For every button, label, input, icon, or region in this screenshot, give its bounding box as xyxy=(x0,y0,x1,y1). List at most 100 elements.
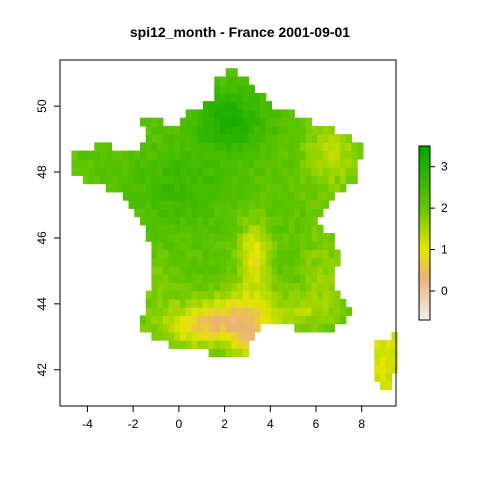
raster-cell xyxy=(254,265,261,275)
raster-cell xyxy=(191,117,198,127)
raster-cell xyxy=(265,150,273,160)
raster-cell xyxy=(248,216,255,226)
raster-cell xyxy=(145,191,153,201)
raster-cell xyxy=(220,224,227,234)
raster-cell xyxy=(128,200,135,209)
raster-cell xyxy=(294,142,301,152)
raster-cell xyxy=(208,265,215,275)
raster-cell xyxy=(214,282,221,292)
raster-cell xyxy=(168,323,175,333)
raster-cell xyxy=(231,109,238,119)
raster-cell xyxy=(208,191,215,201)
raster-cell xyxy=(168,307,175,316)
raster-cell xyxy=(311,298,318,308)
raster-cell xyxy=(282,257,290,267)
raster-cell xyxy=(231,348,238,358)
raster-cell xyxy=(265,125,273,135)
raster-cell xyxy=(351,167,358,176)
raster-cell xyxy=(162,290,170,300)
raster-cell xyxy=(225,257,233,267)
raster-cell xyxy=(265,109,273,119)
raster-cell xyxy=(117,183,124,193)
raster-cell xyxy=(162,191,170,201)
raster-cell xyxy=(168,183,175,193)
raster-cell xyxy=(317,249,324,259)
raster-cell xyxy=(282,307,290,316)
raster-cell xyxy=(180,307,187,316)
raster-cell xyxy=(294,233,301,242)
raster-cell xyxy=(271,298,278,308)
raster-cell xyxy=(157,290,164,300)
raster-cell xyxy=(254,175,261,185)
raster-cell xyxy=(322,257,330,267)
raster-cell xyxy=(254,307,261,316)
raster-cell xyxy=(231,224,238,234)
raster-cell xyxy=(197,282,204,292)
raster-cell xyxy=(271,183,278,193)
raster-cell xyxy=(231,76,238,86)
raster-cell xyxy=(157,282,164,292)
raster-cell xyxy=(248,274,255,284)
raster-cell xyxy=(208,125,215,135)
raster-cell xyxy=(191,298,198,308)
raster-cell xyxy=(214,249,221,259)
raster-cell xyxy=(151,323,158,333)
raster-cell xyxy=(260,298,267,308)
raster-cell xyxy=(260,175,267,185)
raster-cell xyxy=(162,158,170,168)
raster-cell xyxy=(242,167,250,176)
raster-cell xyxy=(374,373,381,382)
raster-cell xyxy=(162,265,170,275)
x-axis: -4 -2 0 2 4 6 8 xyxy=(82,406,365,431)
raster-cell xyxy=(305,216,313,226)
raster-cell xyxy=(237,117,244,127)
raster-cell xyxy=(168,224,175,234)
raster-cell xyxy=(294,323,301,333)
raster-cell xyxy=(111,175,118,185)
raster-cell xyxy=(248,92,255,102)
raster-cell xyxy=(294,257,301,267)
raster-cell xyxy=(237,175,244,185)
raster-cell xyxy=(151,216,158,226)
raster-cell xyxy=(162,200,170,209)
raster-cell xyxy=(260,224,267,234)
raster-cell xyxy=(145,158,153,168)
raster-cell xyxy=(294,216,301,226)
raster-cell xyxy=(242,92,250,102)
raster-cell xyxy=(317,125,324,135)
raster-cell xyxy=(242,200,250,209)
raster-cell xyxy=(151,233,158,242)
raster-cell xyxy=(328,298,335,308)
raster-cell xyxy=(231,101,238,111)
raster-cell xyxy=(311,150,318,160)
raster-cell xyxy=(174,208,181,218)
raster-cell xyxy=(311,175,318,185)
raster-cell xyxy=(151,134,158,143)
raster-cell xyxy=(214,158,221,168)
raster-cell xyxy=(282,142,290,152)
raster-cell xyxy=(185,257,193,267)
raster-cell xyxy=(162,233,170,242)
raster-cell xyxy=(140,208,147,218)
raster-cell xyxy=(185,142,193,152)
raster-cell xyxy=(208,109,215,119)
raster-cell xyxy=(225,282,233,292)
raster-cell xyxy=(231,158,238,168)
raster-cell xyxy=(225,109,233,119)
raster-cell xyxy=(180,224,187,234)
raster-cell xyxy=(294,183,301,193)
raster-cell xyxy=(117,167,124,176)
raster-cell xyxy=(185,158,193,168)
raster-cell xyxy=(265,298,273,308)
x-tick-label: 2 xyxy=(221,417,228,431)
raster-cell xyxy=(374,364,381,374)
raster-cell xyxy=(288,158,295,168)
raster-cell xyxy=(271,307,278,316)
raster-cell xyxy=(111,158,118,168)
raster-cell xyxy=(225,216,233,226)
raster-cell xyxy=(117,150,124,160)
raster-cell xyxy=(260,208,267,218)
raster-cell xyxy=(197,257,204,267)
raster-cell xyxy=(174,158,181,168)
raster-cell xyxy=(168,142,175,152)
